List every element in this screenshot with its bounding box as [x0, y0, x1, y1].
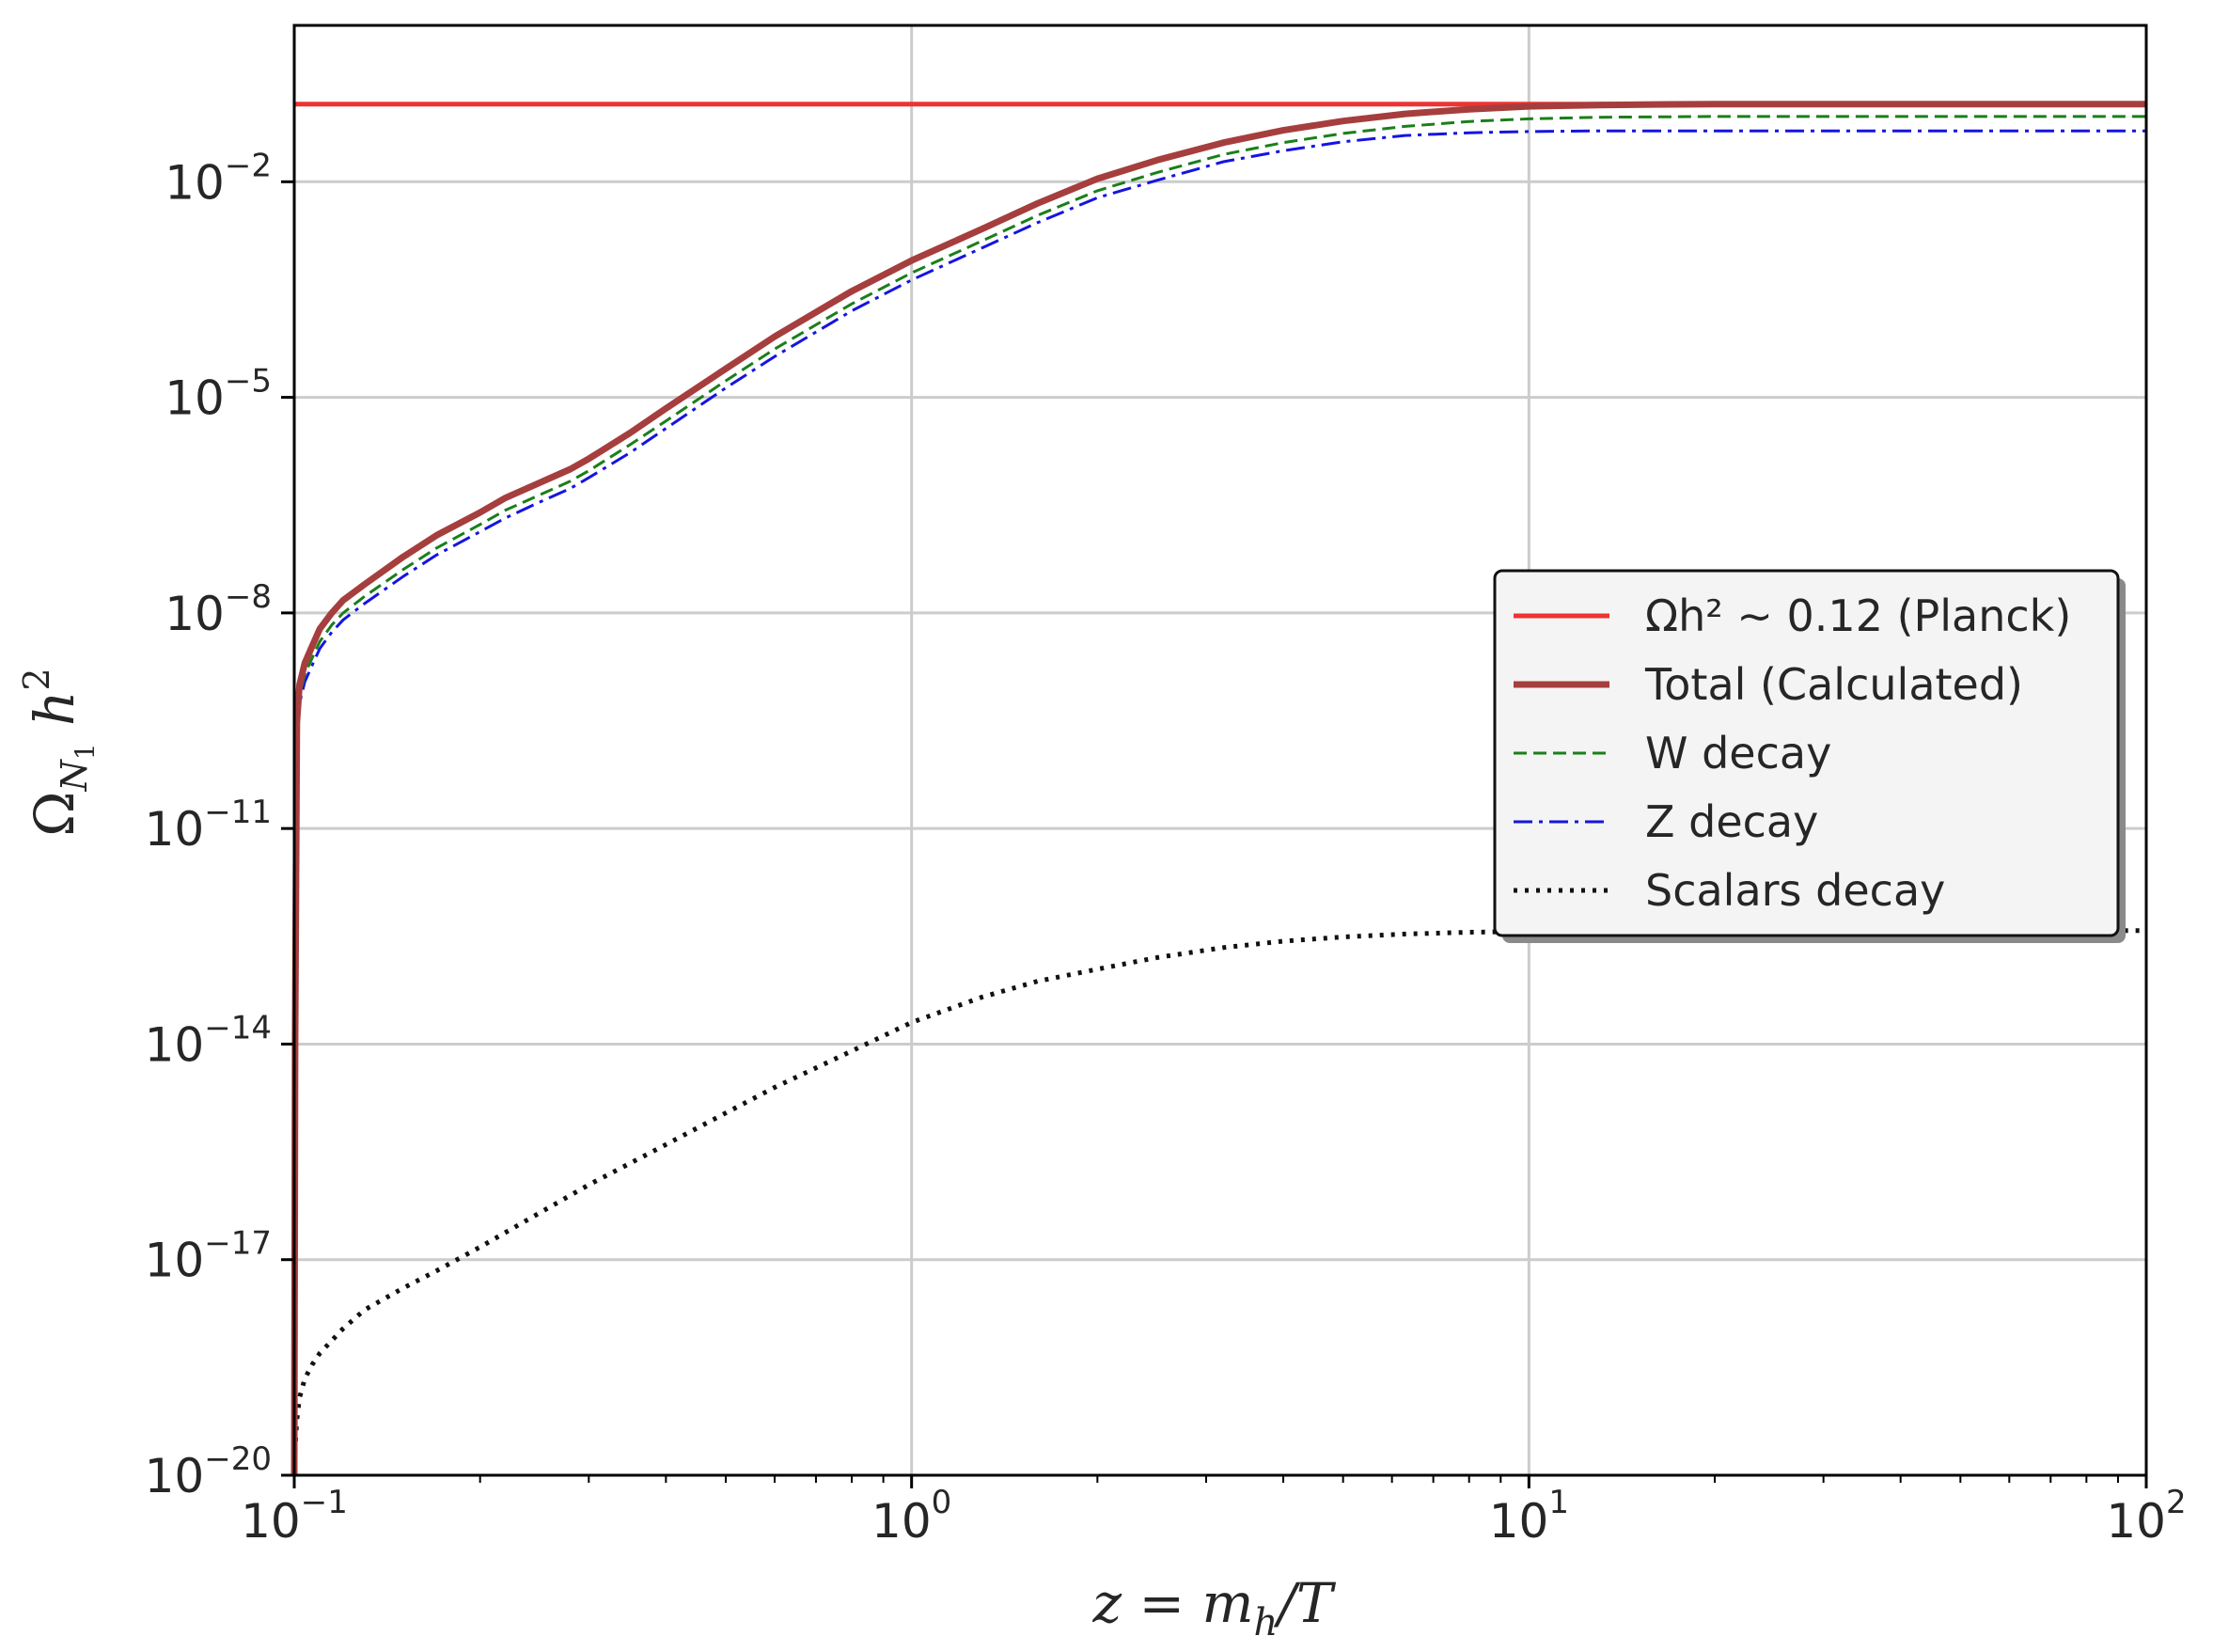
y-tick-label: 10−14	[145, 1009, 272, 1072]
y-tick-label: 10−2	[165, 147, 272, 210]
plot-frame	[292, 24, 2148, 1477]
legend: Ωh² ∼ 0.12 (Planck) Total (Calculated) W d…	[1493, 569, 2126, 943]
y-tick-label: 10−17	[145, 1225, 272, 1288]
legend-label: Scalars decay	[1645, 865, 1945, 916]
y-axis-label: ΩN1 h2	[16, 668, 101, 836]
axis-tick-labels: 10−1 100 101 102 10−2 10−5 10−8 10−11 10−14 10−17…	[145, 147, 2187, 1549]
legend-label: W decay	[1645, 728, 1831, 779]
y-tick-label: 10−8	[165, 578, 272, 641]
x-axis-label: z = mh/T	[1091, 1571, 1336, 1644]
series-line-2	[292, 115, 2146, 1476]
plot-series	[290, 101, 2146, 1476]
y-tick-label: 10−20	[145, 1440, 272, 1503]
x-tick-label: 10−1	[241, 1484, 348, 1549]
legend-box	[1493, 569, 2120, 937]
x-tick-label: 102	[2106, 1484, 2186, 1549]
legend-label: Z decay	[1645, 796, 1818, 847]
series-line-3	[292, 129, 2146, 1476]
legend-label: Total (Calculated)	[1644, 659, 2023, 710]
axis-ticks	[281, 180, 2148, 1488]
x-tick-label: 101	[1489, 1484, 1569, 1549]
legend-label: Ωh² ∼ 0.12 (Planck)	[1645, 590, 2071, 641]
y-tick-label: 10−11	[145, 794, 272, 857]
grid-lines	[292, 25, 2148, 1475]
series-line-1	[290, 101, 2146, 1476]
series-line-4	[291, 928, 2146, 1476]
y-tick-label: 10−5	[165, 363, 272, 426]
x-tick-label: 100	[871, 1484, 951, 1549]
